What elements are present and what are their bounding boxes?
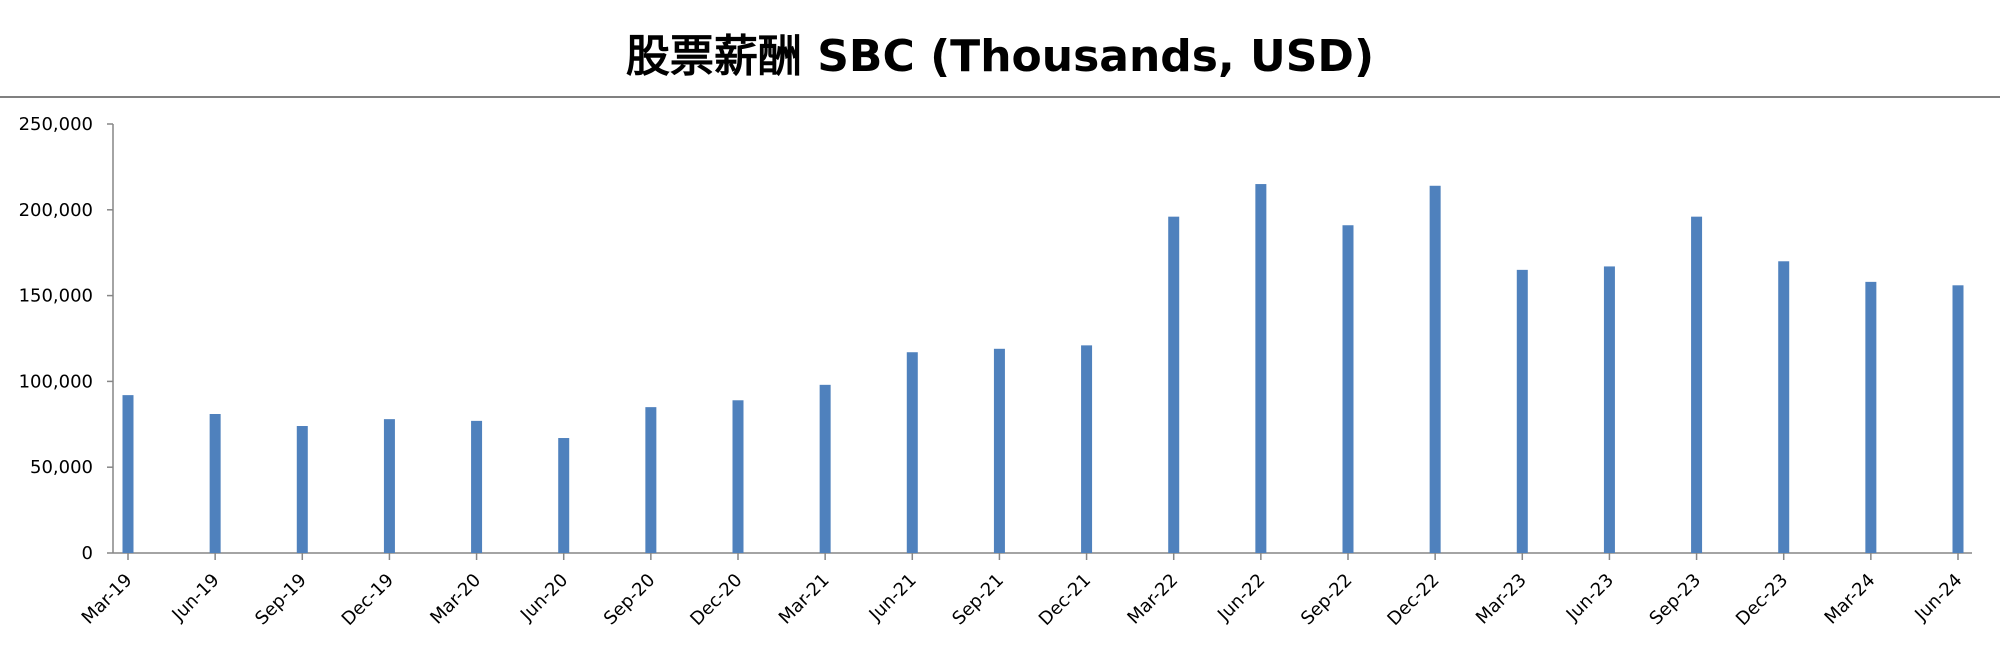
x-tick-label: Dec-23 (1732, 570, 1792, 630)
y-axis: 0 50,000 100,000 150,000 200,000 250,000 (19, 114, 114, 564)
x-tick-label: Dec-21 (1035, 570, 1095, 630)
title-divider (0, 96, 2000, 98)
y-tick-label: 50,000 (30, 457, 93, 478)
bar (296, 426, 308, 553)
x-tick-label: Dec-20 (686, 570, 746, 630)
x-tick-label: Sep-20 (600, 570, 660, 630)
y-tick-label: 150,000 (19, 286, 93, 307)
bar (1865, 281, 1877, 553)
bar (1255, 184, 1267, 553)
bar (1691, 216, 1703, 553)
bar (1081, 345, 1093, 553)
bar (1516, 269, 1528, 553)
bar (1952, 285, 1964, 553)
x-tick-label: Jun-24 (1910, 570, 1966, 626)
chart-title: 股票薪酬 SBC (Thousands, USD) (625, 31, 1375, 82)
bar (558, 438, 570, 553)
bar (471, 420, 483, 553)
bar (645, 407, 657, 553)
x-tick-label: Sep-22 (1297, 570, 1357, 630)
bar (1342, 225, 1354, 553)
x-tick-label: Mar-21 (775, 570, 834, 629)
y-tick-label: 200,000 (19, 200, 93, 221)
x-tick-label: Dec-22 (1383, 570, 1443, 630)
x-tick-label: Dec-19 (338, 570, 398, 630)
x-tick-label: Mar-24 (1821, 570, 1880, 629)
bar-series (122, 184, 1964, 553)
x-tick-label: Sep-19 (251, 570, 311, 630)
x-tick-label: Jun-21 (865, 570, 921, 626)
y-tick-label: 250,000 (19, 114, 93, 135)
y-tick-label: 100,000 (19, 371, 93, 392)
bar (1603, 266, 1615, 553)
bar (1429, 185, 1441, 553)
bar (122, 395, 134, 553)
bar (383, 419, 395, 553)
y-tick-label: 0 (82, 543, 93, 564)
x-tick-label: Mar-20 (426, 570, 485, 629)
bar (209, 414, 221, 553)
bar (1778, 261, 1790, 553)
x-tick-label: Jun-22 (1213, 570, 1269, 626)
bar (732, 400, 744, 553)
x-tick-label: Sep-21 (948, 570, 1008, 630)
x-tick-label: Mar-23 (1472, 570, 1531, 629)
bar (993, 348, 1005, 553)
x-tick-label: Sep-23 (1645, 570, 1705, 630)
x-tick-label: Jun-23 (1562, 570, 1618, 626)
x-axis: Mar-19 Jun-19 Sep-19 Dec-19 Mar-20 Jun-20 Sep-… (78, 552, 1972, 630)
bar (906, 352, 918, 553)
x-tick-label: Jun-19 (167, 570, 223, 626)
bar (1168, 216, 1180, 553)
x-tick-label: Mar-22 (1123, 570, 1182, 629)
x-tick-label: Jun-20 (516, 570, 572, 626)
bar (819, 384, 831, 553)
x-tick-label: Mar-19 (78, 570, 137, 629)
